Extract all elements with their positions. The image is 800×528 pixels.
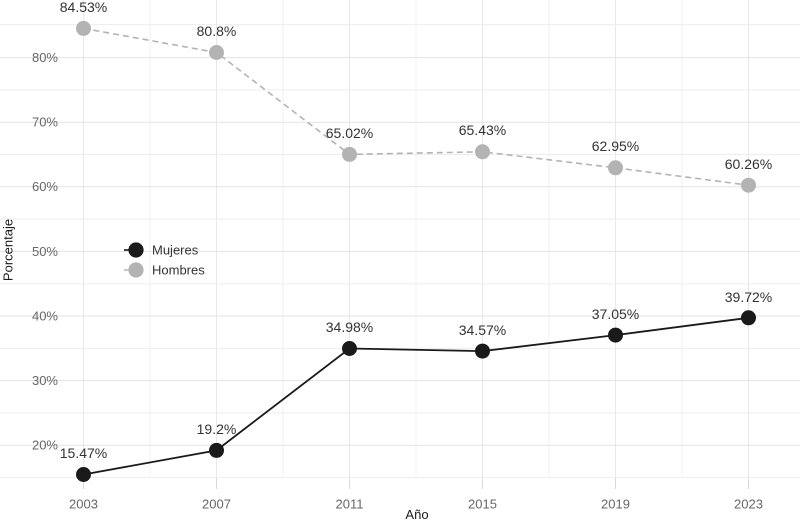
svg-text:65.43%: 65.43%	[459, 122, 506, 138]
svg-text:Porcentaje: Porcentaje	[1, 219, 16, 281]
svg-text:15.47%: 15.47%	[60, 445, 107, 461]
svg-text:80%: 80%	[32, 50, 58, 65]
svg-text:34.57%: 34.57%	[459, 322, 506, 338]
svg-text:2019: 2019	[601, 497, 630, 512]
svg-text:37.05%: 37.05%	[592, 306, 639, 322]
svg-text:84.53%: 84.53%	[60, 0, 107, 15]
svg-text:Hombres: Hombres	[152, 263, 205, 278]
svg-text:50%: 50%	[32, 244, 58, 259]
svg-text:65.02%: 65.02%	[326, 125, 373, 141]
svg-text:19.2%: 19.2%	[197, 421, 237, 437]
svg-text:Mujeres: Mujeres	[152, 243, 199, 258]
svg-text:60%: 60%	[32, 179, 58, 194]
svg-text:20%: 20%	[32, 438, 58, 453]
svg-text:2011: 2011	[336, 497, 364, 512]
svg-text:Año: Año	[405, 507, 428, 522]
svg-text:2007: 2007	[202, 497, 231, 512]
svg-text:34.98%: 34.98%	[326, 319, 373, 335]
svg-text:60.26%: 60.26%	[725, 156, 772, 172]
svg-text:40%: 40%	[32, 308, 58, 323]
svg-text:2015: 2015	[468, 497, 497, 512]
svg-text:80.8%: 80.8%	[197, 23, 237, 39]
svg-text:2003: 2003	[69, 497, 98, 512]
svg-text:70%: 70%	[32, 115, 58, 130]
svg-text:2023: 2023	[734, 497, 763, 512]
svg-text:62.95%: 62.95%	[592, 138, 639, 154]
svg-text:30%: 30%	[32, 373, 58, 388]
svg-text:39.72%: 39.72%	[725, 289, 772, 305]
